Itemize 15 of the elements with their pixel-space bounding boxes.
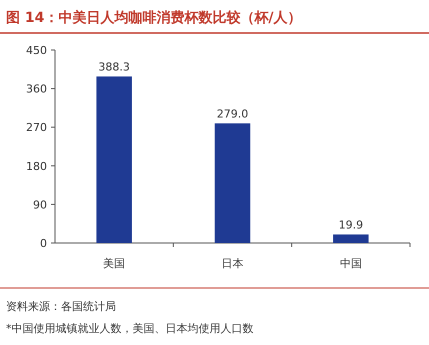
x-tick-label: 日本 xyxy=(222,257,244,270)
y-tick-label: 90 xyxy=(33,198,47,212)
text: 资料来源：各国统计局 xyxy=(6,300,116,313)
data-label: 388.3 xyxy=(98,60,130,74)
data-label: 19.9 xyxy=(338,218,364,232)
x-tick-label: 美国 xyxy=(103,257,126,270)
y-tick-label: 450 xyxy=(26,44,47,57)
y-tick-label: 180 xyxy=(26,160,47,173)
text: *中国使用城镇就业人数，美国、日本均使用人口数 xyxy=(6,322,254,335)
y-tick-label: 0 xyxy=(40,237,47,250)
y-tick-label: 360 xyxy=(26,82,47,96)
y-tick-label: 270 xyxy=(26,121,47,134)
data-label: 279.0 xyxy=(216,107,248,120)
title: 图 14：中美日人均咖啡消费杯数比较（杯/人） xyxy=(6,10,302,26)
x-tick-label: 中国 xyxy=(340,257,362,270)
